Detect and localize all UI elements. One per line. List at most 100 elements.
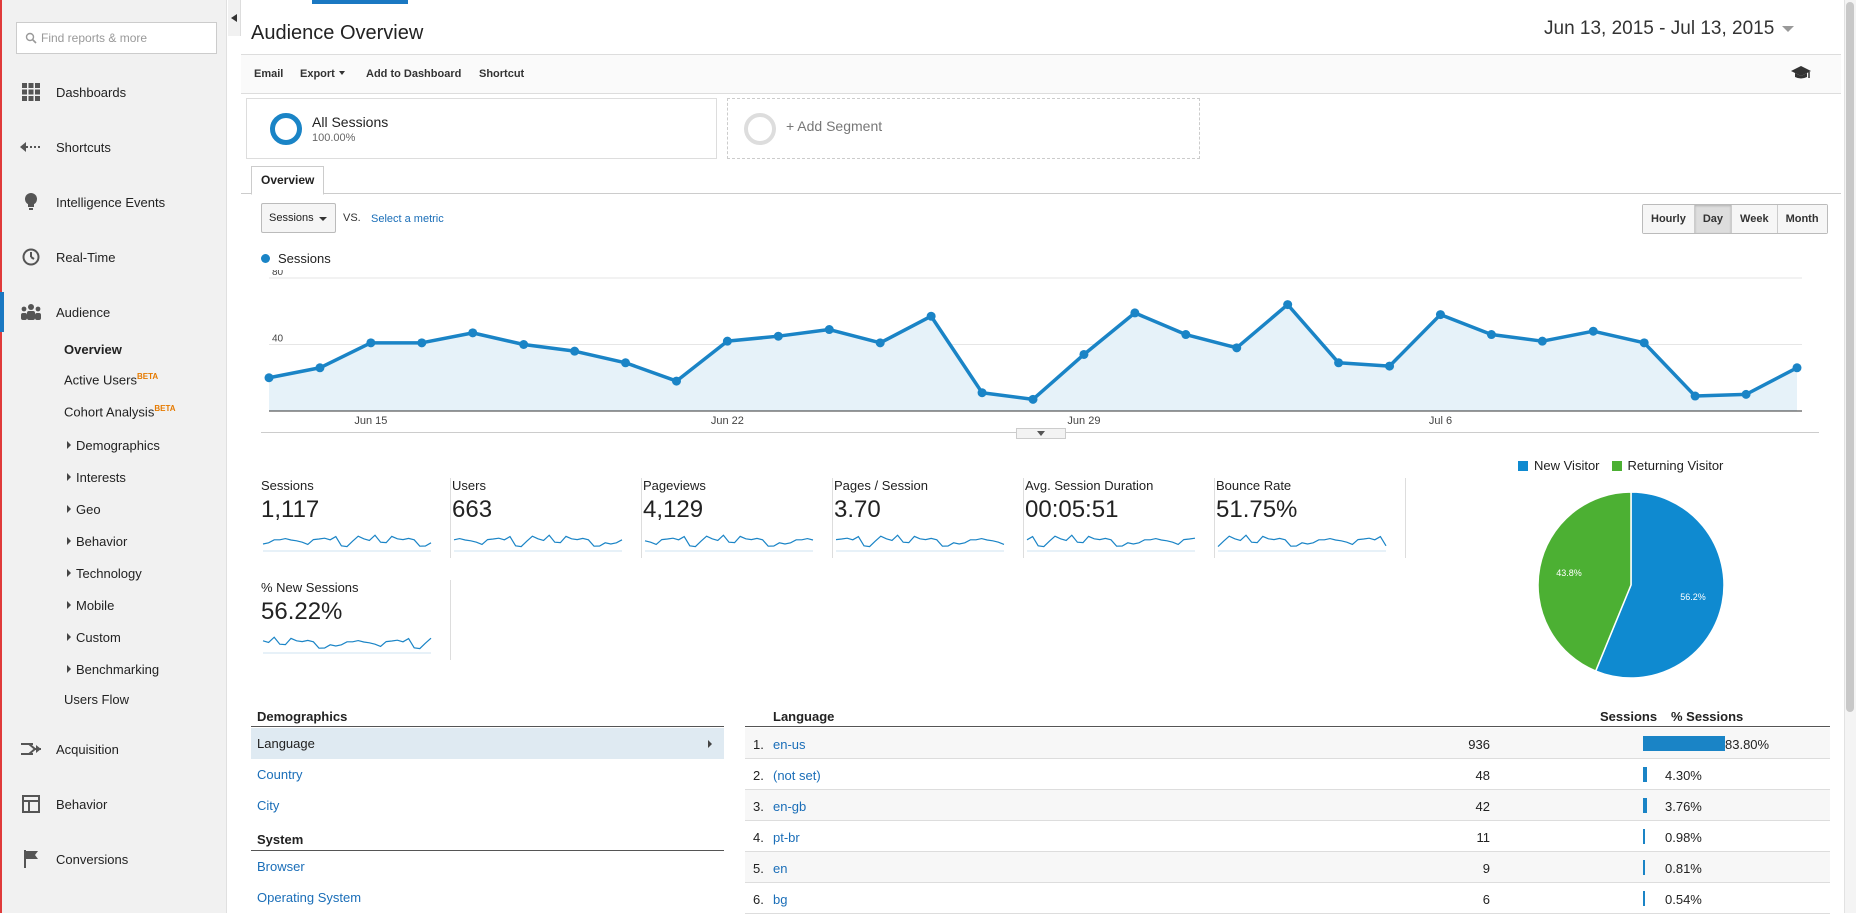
- chart-resize-handle[interactable]: [1016, 428, 1066, 439]
- legend-label-new[interactable]: New Visitor: [1534, 458, 1600, 473]
- granularity-month-button[interactable]: Month: [1777, 205, 1827, 233]
- sidebar-item-acquisition[interactable]: Acquisition: [0, 729, 227, 769]
- select-metric-link[interactable]: Select a metric: [371, 213, 444, 225]
- pie-legend: New Visitor Returning Visitor: [1518, 458, 1723, 473]
- sidebar-item-conversions[interactable]: Conversions: [0, 839, 227, 879]
- data-point[interactable]: [1588, 326, 1598, 336]
- sidebar-sub-interests[interactable]: Interests: [67, 470, 126, 485]
- sidebar-item-shortcuts[interactable]: Shortcuts: [0, 127, 227, 167]
- data-point[interactable]: [570, 346, 580, 356]
- sidebar-sub-behavior[interactable]: Behavior: [67, 534, 127, 549]
- pie-slice[interactable]: [1537, 491, 1632, 673]
- data-point[interactable]: [1741, 389, 1751, 399]
- granularity-week-button[interactable]: Week: [1732, 205, 1778, 233]
- segment-percentage: 100.00%: [312, 132, 356, 144]
- add-to-dashboard-button[interactable]: Add to Dashboard: [366, 68, 462, 80]
- demo-item-label: Language: [257, 736, 315, 751]
- data-point[interactable]: [875, 338, 885, 348]
- sidebar-item-real-time[interactable]: Real-Time: [0, 237, 227, 277]
- sidebar-sub-active-users[interactable]: Active UsersBETA: [64, 372, 158, 387]
- scorecard-avg-session-duration[interactable]: Avg. Session Duration 00:05:51: [1025, 478, 1215, 558]
- export-button[interactable]: Export: [300, 68, 345, 80]
- sidebar-sub-technology[interactable]: Technology: [67, 566, 142, 581]
- scorecard-users[interactable]: Users 663: [452, 478, 642, 558]
- language-link[interactable]: en: [773, 861, 788, 876]
- data-point[interactable]: [1130, 308, 1140, 318]
- data-point[interactable]: [1232, 343, 1242, 353]
- demo-language[interactable]: Language: [251, 728, 724, 759]
- tab-overview[interactable]: Overview: [251, 166, 325, 195]
- sidebar-sub-demographics[interactable]: Demographics: [67, 438, 160, 453]
- sidebar-sub-benchmarking[interactable]: Benchmarking: [67, 662, 159, 677]
- data-point[interactable]: [1486, 330, 1496, 340]
- demo-operating-system[interactable]: Operating System: [257, 890, 362, 905]
- pie-slice[interactable]: [1594, 491, 1725, 679]
- demo-browser[interactable]: Browser: [257, 859, 305, 874]
- scorecard-pageviews[interactable]: Pageviews 4,129: [643, 478, 833, 558]
- date-range-picker[interactable]: Jun 13, 2015 - Jul 13, 2015: [1544, 14, 1830, 44]
- visitor-pie-chart[interactable]: 56.2% 43.8%: [1536, 490, 1726, 680]
- sidebar-sub-geo[interactable]: Geo: [67, 502, 101, 517]
- data-point[interactable]: [1028, 394, 1038, 404]
- segment-all-sessions[interactable]: All Sessions 100.00%: [246, 98, 717, 159]
- scorecard-bounce-rate[interactable]: Bounce Rate 51.75%: [1216, 478, 1406, 558]
- sidebar-sub-cohort-analysis[interactable]: Cohort AnalysisBETA: [64, 404, 176, 419]
- data-point[interactable]: [1079, 349, 1089, 359]
- sidebar-item-dashboards[interactable]: Dashboards: [0, 72, 227, 112]
- search-input[interactable]: Find reports & more: [16, 22, 217, 54]
- data-point[interactable]: [773, 331, 783, 341]
- sidebar-item-intelligence-events[interactable]: Intelligence Events: [0, 182, 227, 222]
- data-point[interactable]: [1690, 391, 1700, 401]
- data-point[interactable]: [977, 388, 987, 398]
- language-link[interactable]: pt-br: [773, 830, 800, 845]
- metric-select[interactable]: Sessions: [261, 203, 336, 233]
- data-point[interactable]: [1385, 361, 1395, 371]
- language-link[interactable]: (not set): [773, 768, 821, 783]
- sessions-value: 48: [1475, 768, 1490, 783]
- demo-city[interactable]: City: [257, 798, 280, 813]
- data-point[interactable]: [1435, 310, 1445, 320]
- data-point[interactable]: [366, 338, 376, 348]
- scorecard-sessions[interactable]: Sessions 1,117: [261, 478, 451, 558]
- sidebar-item-audience[interactable]: Audience: [0, 292, 227, 332]
- sidebar-sub-mobile[interactable]: Mobile: [67, 598, 114, 613]
- sidebar-sub-users-flow[interactable]: Users Flow: [64, 692, 130, 707]
- scorecard-pages-session[interactable]: Pages / Session 3.70: [834, 478, 1024, 558]
- data-point[interactable]: [1792, 363, 1802, 373]
- email-button[interactable]: Email: [254, 68, 284, 80]
- data-point[interactable]: [468, 328, 478, 338]
- sidebar-collapse-button[interactable]: [228, 0, 241, 36]
- data-point[interactable]: [1537, 336, 1547, 346]
- row-index: 4.: [753, 830, 764, 845]
- data-point[interactable]: [1334, 358, 1344, 368]
- data-point[interactable]: [264, 373, 274, 383]
- scorecard-new-sessions[interactable]: % New Sessions 56.22%: [261, 580, 451, 660]
- sidebar-sub-custom[interactable]: Custom: [67, 630, 121, 645]
- data-point[interactable]: [1181, 330, 1191, 340]
- data-point[interactable]: [722, 336, 732, 346]
- data-point[interactable]: [417, 338, 427, 348]
- sessions-chart[interactable]: 40 80 Jun 15 Jun 22 Jun 29 Jul 6: [241, 270, 1826, 432]
- data-point[interactable]: [926, 311, 936, 321]
- granularity-day-button[interactable]: Day: [1694, 205, 1733, 233]
- data-point[interactable]: [824, 325, 834, 335]
- shortcut-button[interactable]: Shortcut: [479, 68, 525, 80]
- scrollbar-thumb[interactable]: [1846, 2, 1854, 712]
- language-link[interactable]: bg: [773, 892, 788, 907]
- data-point[interactable]: [671, 376, 681, 386]
- legend-label-returning[interactable]: Returning Visitor: [1627, 458, 1724, 473]
- data-point[interactable]: [315, 363, 325, 373]
- data-point[interactable]: [1639, 338, 1649, 348]
- graduation-cap-icon[interactable]: [1791, 65, 1811, 81]
- language-link[interactable]: en-gb: [773, 799, 807, 814]
- demo-country[interactable]: Country: [257, 767, 303, 782]
- sidebar-item-behavior[interactable]: Behavior: [0, 784, 227, 824]
- add-segment-button[interactable]: + Add Segment: [727, 98, 1200, 159]
- sidebar-sub-overview[interactable]: Overview: [64, 342, 122, 357]
- pie-label: 43.8%: [1556, 568, 1582, 578]
- data-point[interactable]: [621, 358, 631, 368]
- granularity-hourly-button[interactable]: Hourly: [1643, 205, 1695, 233]
- data-point[interactable]: [1283, 300, 1293, 310]
- data-point[interactable]: [519, 340, 529, 349]
- language-link[interactable]: en-us: [773, 737, 806, 752]
